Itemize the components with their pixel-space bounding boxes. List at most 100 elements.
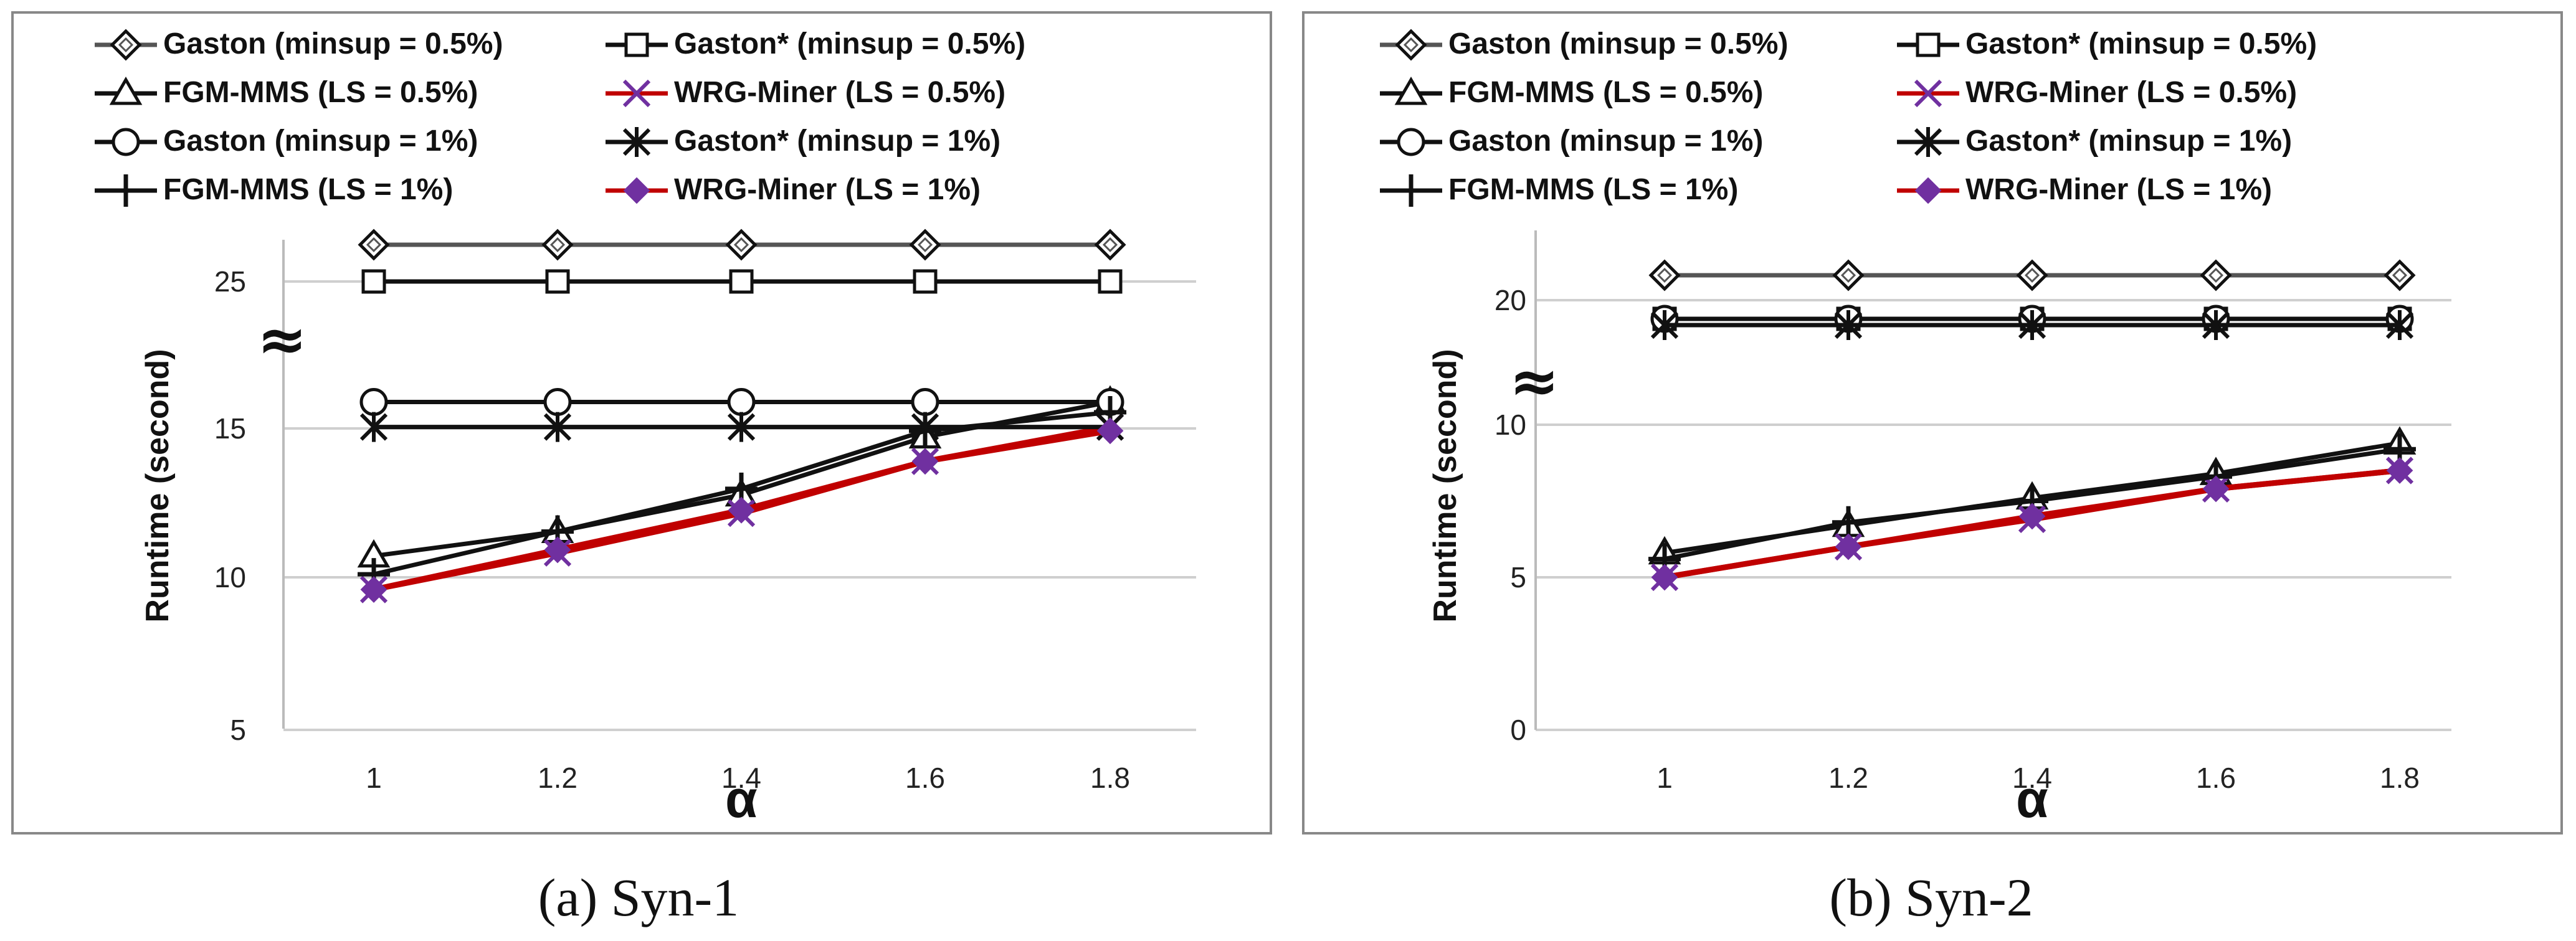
legend-marker	[1394, 77, 1428, 105]
data-point-marker	[2018, 503, 2046, 530]
data-point-marker	[2016, 259, 2048, 291]
data-point-marker	[361, 269, 386, 294]
x-tick-label: 1.4	[2012, 762, 2052, 794]
data-point-marker-inner	[366, 237, 382, 253]
legend-marker	[1914, 177, 1942, 204]
legend-marker	[1914, 79, 1942, 108]
legend-label: FGM-MMS (LS = 1%)	[163, 173, 453, 206]
legend-item: FGM-MMS (LS = 0.5%)	[1380, 76, 1763, 109]
y-tick-label: 5	[1510, 561, 1526, 593]
data-point-marker-inner	[2392, 267, 2408, 283]
data-point-marker	[911, 448, 939, 475]
y-tick-label: 20	[1495, 284, 1526, 316]
legend-item: WRG-Miner (LS = 0.5%)	[1897, 76, 2297, 109]
legend-item: WRG-Miner (LS = 0.5%)	[606, 76, 1005, 109]
legend-item: FGM-MMS (LS = 1%)	[95, 173, 453, 207]
y-axis-label: Runtime (second)	[1427, 349, 1463, 622]
legend-marker	[624, 32, 649, 57]
chart-panel-syn-2: 0 5 10 20 1 1.2 1.4 1.6 1.8 ≈ Runtime (second) α Gas…	[1302, 11, 2563, 927]
legend-marker	[623, 177, 650, 204]
data-point-marker	[359, 388, 388, 417]
chart-panel-syn-1: 5 10 15 25 1 1.2 1.4 1.6 1.8 ≈ Runtime (second) α Ga…	[11, 11, 1272, 927]
x-tick-label: 1.2	[1828, 762, 1868, 794]
data-point-marker	[913, 269, 938, 294]
data-point-marker	[911, 388, 939, 417]
data-point-marker	[2384, 259, 2416, 291]
legend-label: Gaston (minsup = 0.5%)	[1448, 27, 1788, 60]
legend-marker-inner	[118, 37, 134, 53]
data-point-marker	[2202, 475, 2230, 503]
x-tick-label: 1.6	[2196, 762, 2236, 794]
legend-label: Gaston* (minsup = 1%)	[674, 125, 1000, 158]
y-tick-label: 5	[230, 714, 246, 746]
series-4	[359, 388, 1124, 417]
legend-marker	[112, 128, 140, 156]
legend-marker	[622, 127, 651, 157]
data-point-marker	[541, 229, 574, 261]
data-point-marker	[725, 229, 758, 261]
x-tick-label: 1.8	[2380, 762, 2420, 794]
data-point-marker	[1098, 269, 1123, 294]
x-tick-label: 1.6	[905, 762, 945, 794]
legend-item: Gaston (minsup = 0.5%)	[1380, 27, 1788, 61]
data-point-marker	[1832, 506, 1865, 539]
legend-label: Gaston (minsup = 1%)	[1448, 125, 1763, 158]
data-point-marker-inner	[1102, 237, 1118, 253]
legend-item: Gaston* (minsup = 0.5%)	[606, 27, 1025, 60]
legend-marker	[1916, 32, 1941, 57]
x-tick-label: 1	[366, 762, 382, 794]
series-7	[1651, 457, 2413, 591]
legend-label: FGM-MMS (LS = 0.5%)	[1448, 76, 1763, 109]
data-point-marker	[729, 269, 754, 294]
data-point-marker	[2202, 310, 2230, 340]
legend-item: FGM-MMS (LS = 0.5%)	[95, 76, 478, 109]
x-tick-label: 1.2	[538, 762, 577, 794]
legend-marker	[1395, 174, 1427, 207]
figure-caption: (a) Syn-1	[538, 868, 739, 927]
data-point-marker	[2385, 310, 2414, 340]
legend-marker	[1397, 128, 1425, 156]
series-7	[360, 417, 1124, 603]
data-point-marker	[909, 229, 941, 261]
legend-item: Gaston (minsup = 0.5%)	[95, 27, 503, 61]
series-0	[1648, 259, 2416, 291]
data-point-marker	[1834, 310, 1863, 340]
data-point-marker	[543, 388, 572, 417]
axis-break-marker: ≈	[257, 305, 307, 374]
data-point-marker	[2018, 310, 2046, 340]
data-point-marker-inner	[1656, 267, 1673, 283]
legend-item: Gaston (minsup = 1%)	[1380, 125, 1763, 158]
series-1	[361, 269, 1123, 294]
x-axis-label: α	[2016, 770, 2048, 828]
legend-label: WRG-Miner (LS = 0.5%)	[674, 76, 1005, 109]
series-5	[1650, 310, 2414, 340]
panel-frame	[1302, 11, 2563, 835]
data-point-marker	[1648, 259, 1681, 291]
legend-marker	[1914, 127, 1942, 157]
legend-label: Gaston* (minsup = 1%)	[1965, 125, 2292, 158]
data-point-marker	[2386, 457, 2413, 484]
y-axis-label: Runtime (second)	[140, 349, 176, 622]
legend-item: Gaston* (minsup = 0.5%)	[1897, 27, 2317, 60]
y-tick-label: 10	[1495, 409, 1526, 441]
data-point-marker	[1651, 564, 1678, 591]
data-point-marker	[544, 536, 571, 564]
data-point-marker	[727, 412, 756, 442]
legend-marker	[109, 77, 143, 105]
legend-label: FGM-MMS (LS = 1%)	[1448, 173, 1738, 206]
legend-label: Gaston* (minsup = 0.5%)	[1965, 27, 2317, 60]
legend-label: Gaston (minsup = 0.5%)	[163, 27, 503, 60]
data-point-marker	[543, 412, 572, 442]
data-point-marker-inner	[917, 237, 933, 253]
data-point-marker	[727, 388, 756, 417]
legend-marker	[110, 29, 142, 61]
legend-marker	[110, 174, 142, 207]
data-point-marker	[728, 496, 755, 524]
data-point-marker	[359, 412, 388, 442]
legend-item: WRG-Miner (LS = 1%)	[1897, 173, 2272, 206]
data-point-marker	[358, 229, 390, 261]
legend-item: Gaston (minsup = 1%)	[95, 125, 478, 158]
legend-label: WRG-Miner (LS = 1%)	[1965, 173, 2272, 206]
legend-label: Gaston* (minsup = 0.5%)	[674, 27, 1025, 60]
legend-marker	[622, 79, 651, 108]
